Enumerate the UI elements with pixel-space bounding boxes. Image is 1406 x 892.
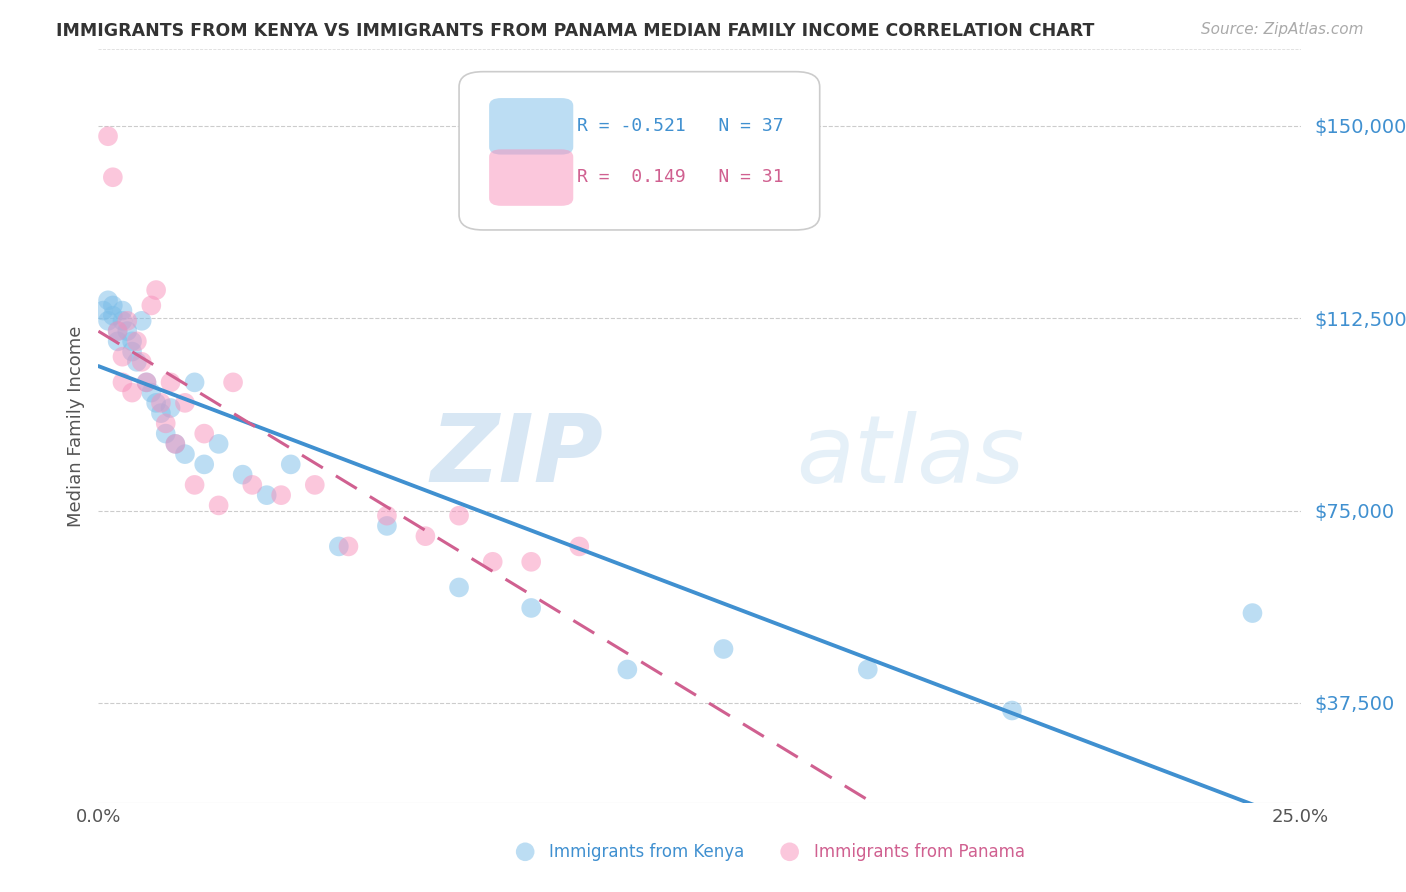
Point	[447, 581, 470, 595]
Point	[145, 283, 167, 297]
Text: IMMIGRANTS FROM KENYA VS IMMIGRANTS FROM PANAMA MEDIAN FAMILY INCOME CORRELATION: IMMIGRANTS FROM KENYA VS IMMIGRANTS FROM…	[56, 22, 1095, 40]
Point	[616, 663, 638, 677]
Point	[107, 324, 129, 338]
Point	[165, 437, 187, 451]
Point	[111, 376, 134, 390]
Point	[125, 355, 148, 369]
Point	[159, 401, 181, 415]
Point	[117, 314, 139, 328]
Point	[165, 437, 187, 451]
Point	[159, 376, 181, 390]
Text: atlas: atlas	[796, 410, 1024, 501]
Point	[1241, 606, 1264, 620]
Point	[304, 478, 326, 492]
Point	[131, 314, 153, 328]
Point	[337, 540, 360, 554]
FancyBboxPatch shape	[489, 98, 574, 154]
Point	[568, 540, 591, 554]
Point	[481, 555, 503, 569]
Point	[149, 406, 172, 420]
Point	[155, 417, 177, 431]
Point	[145, 396, 167, 410]
Point	[107, 334, 129, 349]
Point	[101, 309, 124, 323]
Point	[270, 488, 292, 502]
Point	[121, 334, 143, 349]
Point	[193, 458, 215, 472]
Point	[174, 396, 197, 410]
Point	[375, 519, 398, 533]
Text: R = -0.521   N = 37: R = -0.521 N = 37	[576, 117, 783, 135]
Point	[149, 396, 172, 410]
Point	[135, 376, 157, 390]
Point	[101, 170, 124, 185]
FancyBboxPatch shape	[489, 149, 574, 206]
Point	[121, 344, 143, 359]
Point	[97, 314, 120, 328]
FancyBboxPatch shape	[458, 71, 820, 230]
Text: ZIP: ZIP	[430, 410, 603, 502]
Point	[155, 426, 177, 441]
Point	[520, 555, 543, 569]
Point	[183, 376, 205, 390]
Point	[111, 314, 134, 328]
Point	[447, 508, 470, 523]
Point	[713, 642, 735, 657]
Point	[1001, 704, 1024, 718]
Point	[91, 303, 114, 318]
Point	[328, 540, 350, 554]
Point	[208, 499, 231, 513]
Point	[193, 426, 215, 441]
Text: R =  0.149   N = 31: R = 0.149 N = 31	[576, 169, 783, 186]
Point	[131, 355, 153, 369]
Point	[240, 478, 263, 492]
Point	[107, 324, 129, 338]
Text: Immigrants from Panama: Immigrants from Panama	[814, 843, 1025, 861]
Point	[135, 376, 157, 390]
Point	[232, 467, 254, 482]
Point	[121, 385, 143, 400]
Point	[183, 478, 205, 492]
Point	[222, 376, 245, 390]
Point	[111, 350, 134, 364]
Point	[856, 663, 879, 677]
Point	[97, 293, 120, 308]
Text: Source: ZipAtlas.com: Source: ZipAtlas.com	[1201, 22, 1364, 37]
Y-axis label: Median Family Income: Median Family Income	[66, 326, 84, 526]
Point	[520, 601, 543, 615]
Point	[415, 529, 437, 543]
Text: Immigrants from Kenya: Immigrants from Kenya	[550, 843, 744, 861]
Point	[141, 385, 163, 400]
Point	[174, 447, 197, 461]
Point	[141, 298, 163, 312]
Point	[117, 324, 139, 338]
Point	[375, 508, 398, 523]
Point	[125, 334, 148, 349]
Point	[101, 298, 124, 312]
Point	[97, 129, 120, 144]
Point	[208, 437, 231, 451]
Point	[280, 458, 302, 472]
Point	[111, 303, 134, 318]
Point	[256, 488, 278, 502]
